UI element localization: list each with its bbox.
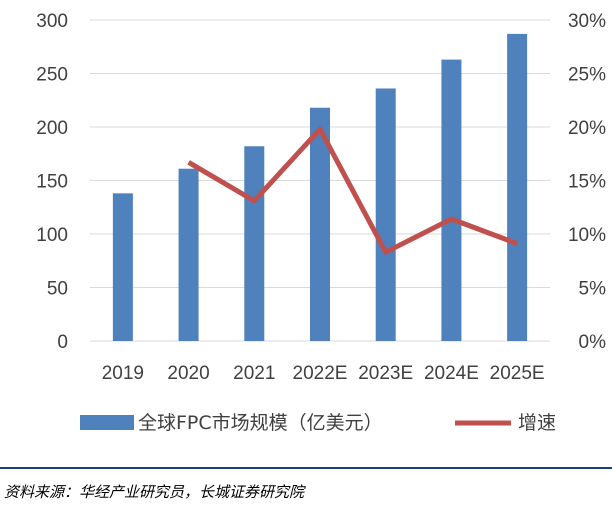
- bar-series: [112, 33, 528, 342]
- bar: [507, 33, 528, 341]
- left-axis-tick-label: 250: [36, 65, 68, 86]
- right-axis-tick-label: 10%: [568, 225, 606, 246]
- x-axis-category-label: 2020: [167, 363, 209, 384]
- left-axis-tick-label: 300: [36, 11, 68, 32]
- right-axis-tick-label: 5%: [579, 279, 607, 300]
- legend-bar-label: 全球FPC市场规模（亿美元）: [138, 412, 383, 434]
- legend-line-label: 增速: [518, 412, 556, 434]
- x-axis-category-label: 2019: [102, 363, 144, 384]
- x-axis-category-label: 2023E: [358, 363, 413, 384]
- left-axis-tick-label: 50: [47, 279, 68, 300]
- left-axis-tick-label: 150: [36, 172, 68, 193]
- left-axis-tick-label: 100: [36, 225, 68, 246]
- left-axis-tick-label: 0: [57, 332, 68, 353]
- bar: [112, 193, 133, 341]
- chart: 0 50 100 150 200 250 300 0% 5% 10% 15% 20% 25% 30% 2…: [36, 11, 606, 434]
- growth-line-series: [187, 126, 519, 255]
- right-axis-ticks: 0% 5% 10% 15% 20% 25% 30%: [568, 11, 606, 353]
- x-axis-category-label: 2024E: [424, 363, 479, 384]
- right-axis-tick-label: 25%: [568, 65, 606, 86]
- legend-bar-swatch: [80, 415, 134, 430]
- x-axis-categories: 2019 2020 2021 2022E 2023E 2024E 2025E: [102, 363, 545, 384]
- bar: [178, 168, 199, 341]
- right-axis-tick-label: 30%: [568, 11, 606, 32]
- x-axis-category-label: 2021: [233, 363, 275, 384]
- bar: [441, 59, 462, 342]
- left-axis-ticks: 0 50 100 150 200 250 300: [36, 11, 68, 353]
- right-axis-tick-label: 20%: [568, 118, 606, 139]
- x-axis-category-label: 2025E: [490, 363, 545, 384]
- bar: [310, 107, 330, 342]
- legend: 全球FPC市场规模（亿美元） 增速: [80, 412, 556, 434]
- bar: [375, 88, 396, 341]
- growth-line: [187, 126, 519, 255]
- right-axis-tick-label: 15%: [568, 172, 606, 193]
- left-axis-tick-label: 200: [36, 118, 68, 139]
- source-note: 资料来源：华经产业研究员，长城证券研究院: [4, 483, 305, 501]
- divider-rule: [0, 467, 612, 469]
- x-axis-category-label: 2022E: [293, 363, 348, 384]
- right-axis-tick-label: 0%: [579, 332, 607, 353]
- bar: [244, 146, 265, 341]
